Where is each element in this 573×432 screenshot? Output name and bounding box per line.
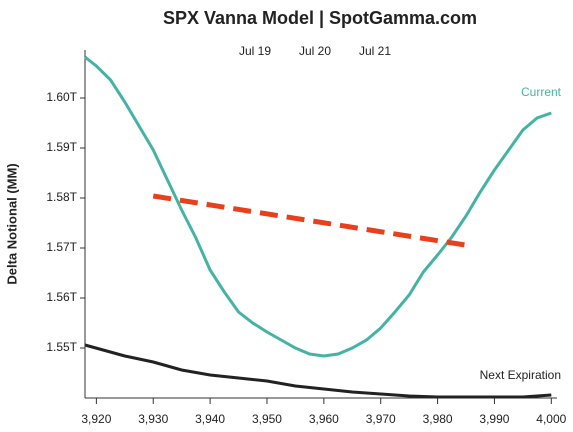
chart-title: SPX Vanna Model | SpotGamma.com — [163, 8, 477, 28]
y-tick-label: 1.58T — [46, 190, 77, 204]
x-tick-label: 3,990 — [479, 412, 509, 426]
x-tick-label: 3,970 — [366, 412, 396, 426]
x-tick-label: 3,980 — [423, 412, 453, 426]
x-tick-label: 3,950 — [252, 412, 282, 426]
x-tick-label: 3,940 — [195, 412, 225, 426]
x-tick-label: 3,920 — [81, 412, 111, 426]
date-label: Jul 21 — [359, 44, 391, 58]
x-tick-label: 3,930 — [138, 412, 168, 426]
series-line — [84, 55, 552, 358]
y-axis-label: Delta Notional (MM) — [4, 163, 19, 284]
x-tick-label: 3,960 — [309, 412, 339, 426]
series-line — [84, 343, 552, 399]
y-tick-label: 1.59T — [46, 140, 77, 154]
series-label: Next Expiration — [480, 368, 561, 382]
series-label: Current — [521, 85, 562, 99]
y-tick-label: 1.60T — [46, 90, 77, 104]
y-tick-label: 1.56T — [46, 290, 77, 304]
date-label: Jul 20 — [299, 44, 331, 58]
y-tick-label: 1.55T — [46, 340, 77, 354]
x-tick-label: 4,000 — [536, 412, 566, 426]
y-tick-label: 1.57T — [46, 240, 77, 254]
date-label: Jul 19 — [239, 44, 271, 58]
series-line — [152, 193, 473, 249]
